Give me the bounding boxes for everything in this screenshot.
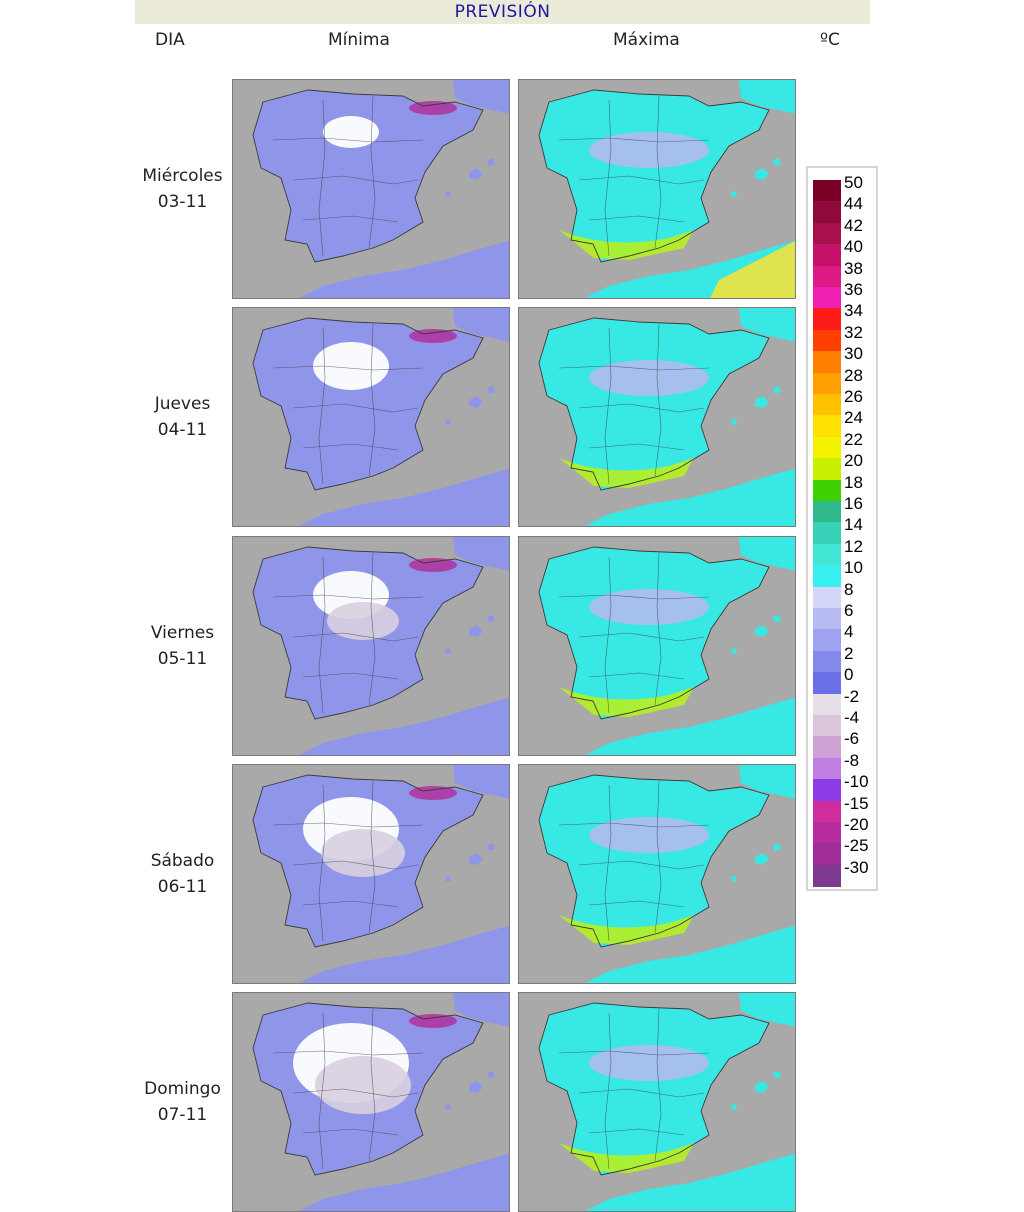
column-header-min: Mínima: [328, 30, 390, 50]
legend-label: 36: [844, 280, 863, 299]
legend-label: 30: [844, 344, 863, 364]
legend-swatch: [813, 608, 841, 630]
legend-label: 42: [844, 215, 863, 235]
legend-label: 32: [844, 322, 863, 342]
legend-swatch: [813, 458, 841, 481]
legend-swatch: [813, 287, 841, 309]
max-temperature-map: [518, 764, 796, 984]
legend-label: 26: [844, 387, 863, 406]
legend-label: 12: [844, 536, 863, 556]
column-header-unit: ºC: [820, 30, 840, 50]
legend-swatch: [813, 244, 841, 267]
forecast-header: PREVISIÓN: [135, 0, 870, 24]
legend-label: 22: [844, 429, 863, 449]
day-weekday: Viernes: [150, 623, 215, 643]
legend-swatch: [813, 779, 841, 802]
legend-label: 50: [844, 173, 863, 192]
legend-swatch: [813, 222, 841, 245]
legend-swatch: [813, 479, 841, 502]
legend-label: -4: [844, 708, 860, 727]
max-temperature-map: [518, 79, 796, 299]
day-label: Sábado 06-11: [135, 848, 230, 900]
min-temperature-map: [232, 307, 510, 527]
legend-swatch: [813, 501, 841, 523]
min-temperature-map: [232, 536, 510, 756]
legend-swatch: [813, 201, 841, 224]
legend-swatch: [813, 329, 841, 352]
day-label: Domingo 07-11: [135, 1076, 230, 1128]
legend-swatch: [813, 543, 841, 566]
legend-swatch: [813, 693, 841, 716]
day-label: Jueves 04-11: [135, 391, 230, 443]
legend-label: 0: [844, 665, 854, 685]
legend-swatch: [813, 565, 841, 588]
legend-label: -20: [844, 815, 869, 834]
legend-swatch: [813, 308, 841, 331]
legend-swatch: [813, 736, 841, 759]
max-temperature-map: [518, 536, 796, 756]
legend-swatch: [813, 394, 841, 416]
legend-swatch: [813, 522, 841, 545]
legend-label: 38: [844, 258, 863, 278]
legend-label: 14: [844, 515, 863, 535]
legend-swatch: [813, 629, 841, 652]
day-date: 04-11: [157, 420, 208, 440]
legend-swatch: [813, 415, 841, 438]
legend-label: 28: [844, 365, 863, 385]
legend-label: -2: [844, 686, 860, 706]
legend-label: 44: [844, 194, 863, 214]
legend-label: -15: [844, 793, 869, 813]
day-date: 07-11: [157, 1105, 208, 1125]
day-weekday: Sábado: [150, 851, 215, 871]
legend-label: 18: [844, 472, 863, 492]
legend-label: 2: [844, 643, 854, 663]
temperature-legend: 50 44 42 40 38 36 34 32 30 28 26 24 22 20 18 16 14 12 10 8 6…: [806, 166, 878, 891]
legend-swatch: [813, 586, 841, 609]
legend-swatch: [813, 715, 841, 737]
legend-label: -25: [844, 836, 869, 856]
legend-swatch: [813, 864, 841, 887]
legend-label: 40: [844, 237, 863, 257]
day-date: 05-11: [157, 649, 208, 669]
legend-label: -30: [844, 857, 869, 877]
legend-swatch: [813, 265, 841, 288]
legend-label: 16: [844, 494, 863, 513]
legend-label: 34: [844, 301, 863, 321]
column-header-day: DIA: [155, 30, 185, 50]
legend-swatch: [813, 843, 841, 866]
legend-label: 10: [844, 558, 863, 578]
min-temperature-map: [232, 764, 510, 984]
legend-label: 4: [844, 622, 854, 642]
legend-label: 6: [844, 601, 854, 620]
legend-swatch: [813, 650, 841, 673]
max-temperature-map: [518, 307, 796, 527]
day-weekday: Miércoles: [142, 166, 223, 186]
min-temperature-map: [232, 992, 510, 1212]
legend-swatch: [813, 180, 841, 202]
legend-label: -8: [844, 750, 860, 770]
day-date: 03-11: [157, 192, 208, 212]
day-weekday: Domingo: [144, 1079, 221, 1099]
legend-label: -6: [844, 729, 860, 749]
min-temperature-map: [232, 79, 510, 299]
day-label: Miércoles 03-11: [135, 163, 230, 215]
legend-swatch: [813, 672, 841, 695]
legend-swatch: [813, 757, 841, 780]
legend-swatch: [813, 822, 841, 844]
day-label: Viernes 05-11: [135, 620, 230, 672]
max-temperature-map: [518, 992, 796, 1212]
legend-label: 20: [844, 451, 863, 471]
legend-swatch: [813, 436, 841, 459]
day-date: 06-11: [157, 877, 208, 897]
column-header-max: Máxima: [613, 30, 680, 50]
legend-label: 24: [844, 408, 863, 428]
legend-swatch: [813, 372, 841, 395]
legend-label: 8: [844, 579, 854, 599]
day-weekday: Jueves: [154, 394, 211, 414]
legend-swatch: [813, 351, 841, 374]
legend-swatch: [813, 800, 841, 823]
legend-label: -10: [844, 772, 869, 792]
